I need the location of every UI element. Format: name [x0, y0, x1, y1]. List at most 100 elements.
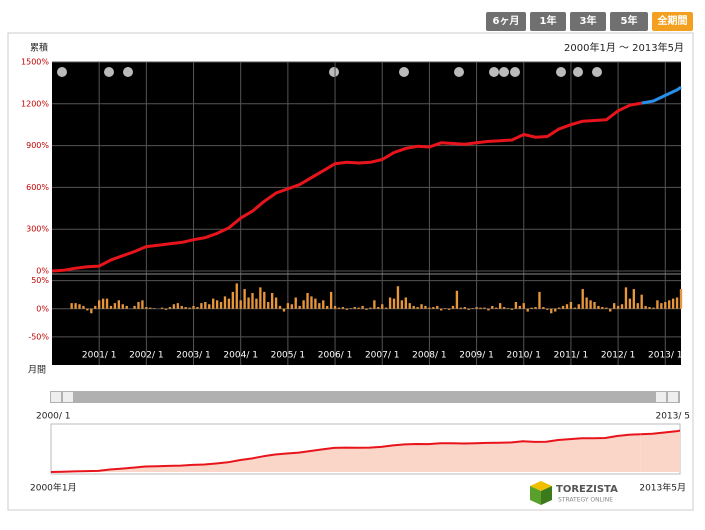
bar [506, 308, 510, 309]
bar [196, 307, 199, 309]
y-tick-label: 1200% [21, 99, 49, 108]
event-icon[interactable] [499, 67, 509, 77]
bar [204, 302, 207, 309]
bar [644, 305, 647, 309]
bar [337, 307, 341, 309]
bar [656, 300, 659, 309]
bar [200, 303, 203, 309]
bar [593, 302, 596, 309]
bar [98, 300, 101, 309]
event-icon[interactable] [592, 67, 602, 77]
cumulative-line [51, 101, 642, 273]
overview-line [640, 429, 681, 436]
bar [341, 307, 345, 309]
bar [585, 297, 588, 309]
bar [628, 298, 632, 309]
bar [145, 307, 148, 309]
bar [302, 300, 305, 309]
bar [294, 297, 297, 309]
bar [668, 300, 671, 309]
event-icon[interactable] [104, 67, 114, 77]
bar [208, 304, 211, 309]
bar [569, 302, 573, 309]
bar [605, 307, 608, 309]
bar [121, 304, 124, 309]
y-tick-label: 900% [26, 141, 49, 150]
bar [212, 298, 215, 309]
bar [467, 308, 470, 310]
bar [530, 307, 533, 309]
frame [7, 32, 694, 511]
event-icon[interactable] [510, 67, 520, 77]
x-tick-label: 2010/ 1 [506, 351, 541, 361]
bar [404, 297, 407, 309]
bar [329, 291, 333, 309]
bar [384, 307, 388, 309]
event-icon[interactable] [489, 67, 499, 77]
event-icon[interactable] [556, 67, 566, 77]
logo-icon [530, 486, 541, 505]
bar [624, 287, 628, 309]
bar [353, 307, 356, 309]
bar [239, 300, 242, 309]
bar [188, 307, 191, 309]
x-tick-label: 2004/ 1 [223, 351, 258, 361]
bar [432, 307, 435, 309]
bar [664, 302, 667, 309]
bar [428, 307, 431, 309]
event-icon[interactable] [123, 67, 133, 77]
bar [636, 303, 639, 309]
bar [227, 298, 231, 309]
bar [679, 289, 683, 309]
bar [286, 303, 290, 309]
scroll-last[interactable] [668, 392, 678, 402]
bar [153, 308, 156, 309]
bar [534, 307, 537, 309]
bar [219, 302, 223, 309]
scroll-first[interactable] [51, 392, 61, 402]
event-icon[interactable] [57, 67, 67, 77]
scrollbar[interactable] [50, 391, 680, 403]
bar [440, 308, 443, 311]
range-button[interactable]: 3年 [570, 12, 606, 31]
scroll-prev[interactable] [63, 392, 73, 402]
bar [109, 305, 113, 309]
bar [616, 305, 620, 309]
monthly-label: 月間 [28, 365, 46, 376]
bar [483, 307, 486, 309]
range-button[interactable]: 6ヶ月 [486, 12, 526, 31]
event-icon[interactable] [454, 67, 464, 77]
date-range: 2000年1月 〜 2013年5月 [564, 41, 684, 54]
bar [377, 307, 380, 309]
y-tick-label: 0% [36, 267, 49, 276]
bar [192, 305, 195, 309]
x-tick-label: 2006/ 1 [318, 351, 353, 361]
bar [463, 307, 466, 309]
bar [479, 307, 482, 309]
bar [487, 308, 490, 311]
range-button[interactable]: 5年 [610, 12, 648, 31]
bar [561, 305, 565, 309]
scroll-next[interactable] [656, 392, 666, 402]
range-button-active[interactable]: 全期間 [652, 12, 693, 31]
range-end: 2013年5月 [639, 482, 686, 494]
bar [113, 303, 117, 309]
bar [498, 303, 502, 309]
bar [243, 289, 246, 309]
range-button[interactable]: 1年 [530, 12, 566, 31]
bar [538, 291, 541, 309]
bar [471, 308, 474, 309]
bar [589, 300, 592, 309]
x-tick-label: 2012/ 1 [601, 351, 636, 361]
bar [565, 304, 569, 309]
bar [141, 300, 144, 309]
logo: TOREZISTA STRATEGY ONLINE [530, 481, 618, 505]
bar [443, 308, 447, 309]
bar [318, 303, 321, 309]
event-icon[interactable] [573, 67, 583, 77]
event-icon[interactable] [399, 67, 409, 77]
bar [90, 308, 93, 314]
event-icon[interactable] [329, 67, 339, 77]
